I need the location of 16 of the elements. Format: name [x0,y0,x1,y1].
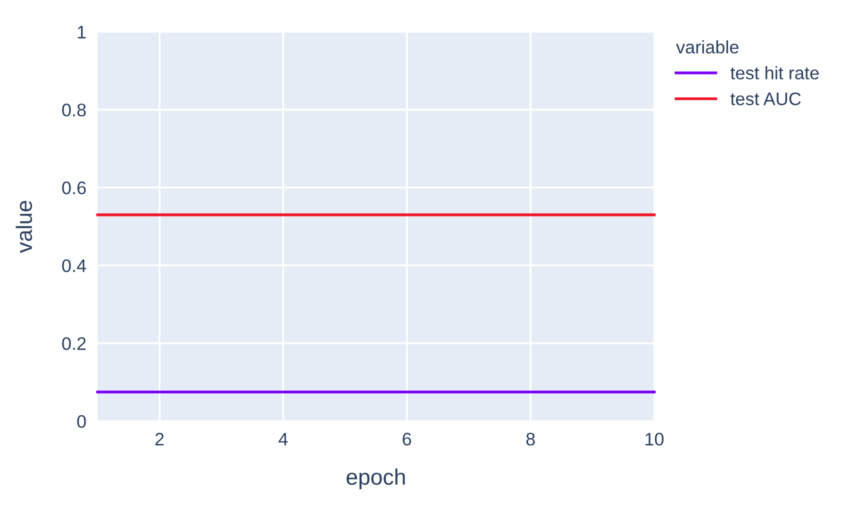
y-tick-label: 0.2 [62,337,86,350]
y-tick-label: 0.6 [62,181,86,194]
x-tick-label: 6 [402,432,412,446]
x-tick-label: 8 [526,432,535,446]
x-tick-label: 2 [155,432,164,446]
y-tick-label: 0 [77,415,86,428]
legend-title: variable [676,40,738,54]
x-tick-label: 10 [646,432,664,446]
x-tick-label: 4 [278,432,288,446]
y-axis-title: value [16,200,32,253]
y-tick-label: 0.4 [62,259,86,272]
legend-label: test hit rate [730,66,819,80]
y-tick-label: 1 [78,26,86,38]
legend-label: test AUC [730,92,801,106]
x-axis-title: epoch [346,468,405,490]
y-tick-label: 0.8 [62,104,86,116]
